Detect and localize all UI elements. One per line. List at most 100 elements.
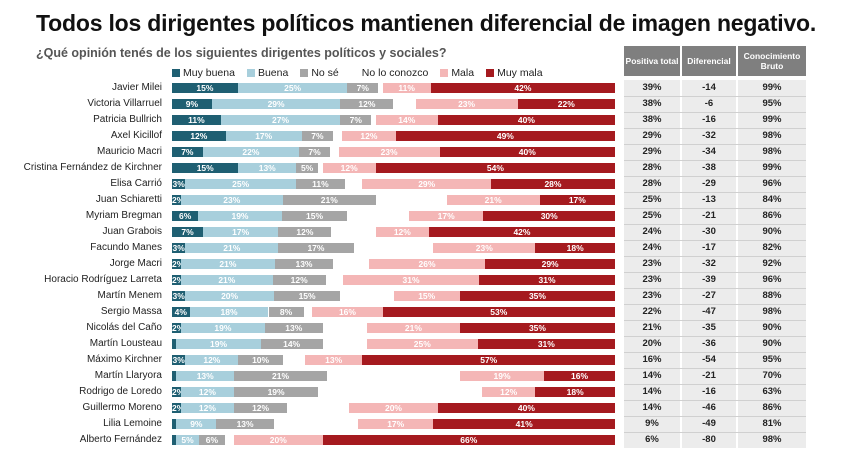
header-diferencial: Diferencial [682,46,736,76]
data-label: 16% [338,307,356,317]
cell-diferencial: -35 [702,322,716,333]
data-label: 10% [252,355,270,365]
cell-conocimiento-bruto: 96% [762,274,782,285]
politician-name: Mauricio Macri [96,146,162,157]
bar-segment-muy-buena: 15% [172,163,239,173]
data-label: 7% [181,147,194,157]
bar-segment-mala: 31% [343,275,480,285]
data-label: 12% [358,99,376,109]
bar-segment-buena: 12% [185,355,239,365]
bar-segment-no-lo-conozco [282,355,305,365]
legend-label: Mala [451,67,475,79]
cell-conocimiento-bruto: 90% [762,226,782,237]
data-label: 26% [418,259,436,269]
cell-conocimiento-bruto: 98% [762,306,782,317]
data-label: 17% [307,243,325,253]
data-label: 5% [181,435,194,445]
data-label: 13% [258,163,276,173]
cell-diferencial: -39 [702,274,716,285]
bar-segment-mala: 12% [482,387,536,397]
politician-name: Javier Milei [111,82,162,93]
data-label: 28% [544,179,562,189]
bar-segment-no-lo-conozco [347,211,409,221]
table-row-divider [624,352,806,353]
data-label: 20% [384,403,402,413]
cell-positiva-total: 23% [642,290,662,301]
bar-segment-no-se: 6% [198,435,226,445]
data-label: 18% [566,387,584,397]
bar-segment-muy-mala: 17% [539,195,615,205]
data-label: 23% [223,195,241,205]
cell-positiva-total: 24% [642,226,662,237]
table-row-divider [624,224,806,225]
bar-segment-mala: 23% [338,147,440,157]
data-label: 12% [296,227,314,237]
bar-segment-muy-buena: 6% [172,211,199,221]
bar-segment-mala: 14% [375,115,438,125]
data-label: 12% [252,403,270,413]
data-label: 13% [285,323,303,333]
cell-conocimiento-bruto: 90% [762,338,782,349]
cell-conocimiento-bruto: 95% [762,354,782,365]
data-label: 15% [196,83,214,93]
data-label: 13% [196,371,214,381]
data-label: 11% [398,83,415,93]
cell-diferencial: -29 [702,178,716,189]
bar-segment-muy-mala: 35% [459,291,615,301]
legend-swatch [172,69,180,77]
cell-diferencial: -32 [702,130,716,141]
bar-segment-muy-mala: 40% [439,147,615,157]
bar-segment-no-lo-conozco [375,195,447,205]
table-row-divider [624,384,806,385]
data-label: 19% [493,371,511,381]
data-label: 15% [306,211,324,221]
data-label: 21% [320,195,338,205]
legend-label: No sé [311,67,339,79]
bar-segment-muy-buena: 3% [172,291,186,301]
bar-segment-no-se: 5% [296,163,319,173]
bar-segment-no-se: 7% [340,115,372,125]
legend-label: Muy mala [497,67,543,79]
cell-diferencial: -6 [704,98,714,109]
cell-positiva-total: 20% [642,338,662,349]
cell-positiva-total: 25% [642,210,662,221]
cell-positiva-total: 25% [642,194,662,205]
bar-segment-muy-buena: 3% [172,355,186,365]
bar-segment-buena: 13% [176,371,234,381]
bar-segment-mala: 20% [234,435,323,445]
bar-segment-muy-buena: 7% [172,227,203,237]
data-label: 13% [236,419,254,429]
table-row-divider [624,176,806,177]
data-label: 29% [267,99,285,109]
politician-name: Máximo Kirchner [86,354,162,365]
table-column-bg [682,80,736,448]
data-label: 18% [566,243,584,253]
data-label: 30% [540,211,558,221]
bar-segment-muy-buena: 3% [172,243,186,253]
data-label: 12% [393,227,411,237]
cell-conocimiento-bruto: 98% [762,130,782,141]
bar-segment-no-se: 7% [347,83,379,93]
bar-segment-muy-mala: 31% [479,275,615,285]
bar-segment-buena: 22% [202,147,300,157]
data-label: 19% [209,339,227,349]
data-label: 11% [312,179,329,189]
bar-segment-no-se: 13% [216,419,274,429]
bar-segment-mala: 23% [433,243,536,253]
bar-segment-no-se: 12% [278,227,332,237]
bar-segment-no-se: 14% [260,339,323,349]
data-label: 19% [231,211,249,221]
bar-segment-buena: 18% [189,307,269,317]
cell-positiva-total: 16% [642,354,662,365]
bar-segment-no-lo-conozco [353,243,434,253]
bar-segment-no-lo-conozco [287,403,350,413]
bar-segment-buena: 25% [185,179,297,189]
data-label: 6% [179,211,192,221]
data-label: 23% [475,243,493,253]
bar-segment-no-se: 12% [340,99,394,109]
data-label: 66% [460,435,478,445]
bar-segment-mala: 17% [408,211,484,221]
data-label: 40% [517,115,535,125]
table-row-divider [624,144,806,145]
data-label: 21% [218,275,236,285]
